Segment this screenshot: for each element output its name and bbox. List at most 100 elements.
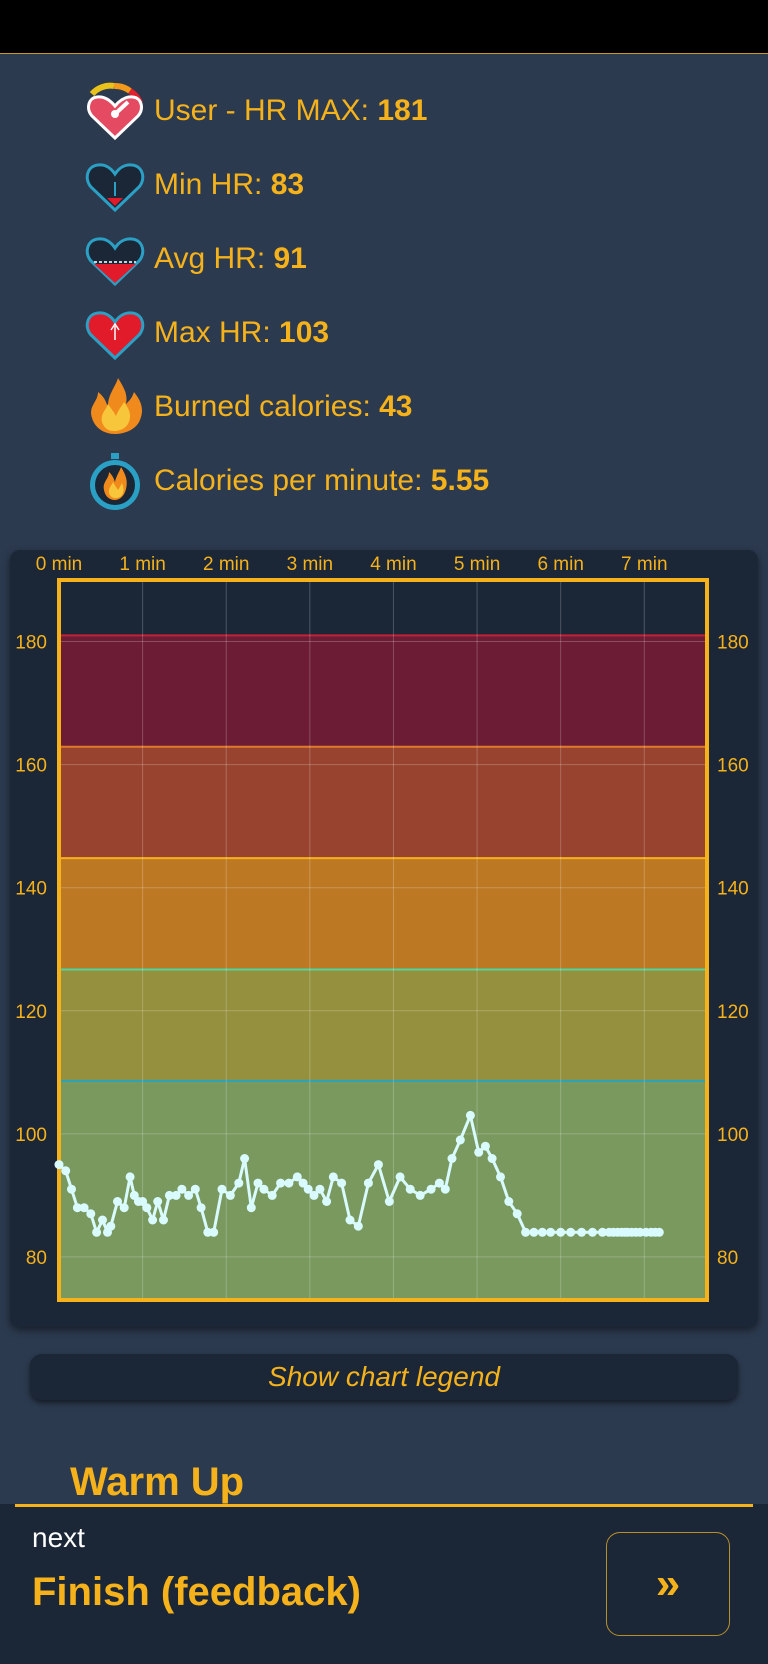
hr-data-point bbox=[98, 1215, 107, 1225]
x-tick-label: 1 min bbox=[119, 554, 165, 575]
hr-data-point bbox=[521, 1227, 531, 1237]
hr-data-point bbox=[142, 1203, 152, 1213]
y-tick-label-left: 160 bbox=[15, 756, 47, 777]
footer-divider bbox=[15, 1504, 753, 1507]
x-tick-label: 6 min bbox=[537, 554, 583, 575]
next-step-title: Finish (feedback) bbox=[32, 1570, 361, 1614]
hr-data-point bbox=[440, 1184, 450, 1194]
hr-data-point bbox=[546, 1227, 556, 1237]
x-tick-label: 5 min bbox=[454, 554, 500, 575]
hr-data-point bbox=[504, 1197, 514, 1206]
hr-data-point bbox=[512, 1209, 522, 1219]
x-tick-label: 0 min bbox=[36, 554, 82, 575]
y-tick-label-left: 180 bbox=[15, 633, 47, 654]
hr-data-point bbox=[337, 1178, 347, 1188]
hr-data-point bbox=[529, 1227, 539, 1237]
hr-data-point bbox=[79, 1203, 89, 1213]
next-step-button[interactable]: » bbox=[606, 1532, 730, 1636]
hr-data-point bbox=[487, 1154, 497, 1163]
stat-avg-hr: Avg HR: 91 bbox=[84, 226, 724, 292]
hr-data-point bbox=[395, 1172, 405, 1182]
show-chart-legend-button[interactable]: Show chart legend bbox=[30, 1354, 738, 1400]
heart-avg-icon bbox=[85, 237, 145, 287]
hr-data-point bbox=[405, 1184, 415, 1194]
stat-calories-per-minute: Calories per minute: 5.55 bbox=[84, 448, 724, 514]
y-tick-label-right: 100 bbox=[717, 1125, 749, 1146]
hr-data-point bbox=[315, 1184, 325, 1194]
hr-zone-1 bbox=[59, 1080, 707, 1300]
hr-data-point bbox=[284, 1178, 294, 1188]
hr-data-point bbox=[426, 1184, 436, 1194]
next-label: next bbox=[32, 1522, 85, 1553]
hr-data-point bbox=[588, 1227, 597, 1237]
x-tick-label: 3 min bbox=[287, 554, 333, 575]
hr-data-point bbox=[566, 1227, 576, 1237]
hr-data-point bbox=[455, 1135, 465, 1145]
hr-data-point bbox=[184, 1190, 194, 1200]
stat-burned-calories-text: Burned calories: 43 bbox=[154, 390, 413, 423]
y-tick-label-right: 180 bbox=[717, 633, 749, 654]
hr-data-point bbox=[292, 1172, 302, 1182]
current-section-title: Warm Up bbox=[70, 1460, 245, 1504]
heart-rate-chart: 0 min 1 min 2 min 3 min 4 min 5 min 6 min 7 min… bbox=[10, 550, 758, 1327]
hr-data-point bbox=[322, 1197, 332, 1206]
stat-max-hr: Max HR: 103 bbox=[84, 300, 724, 366]
hr-data-point bbox=[240, 1154, 250, 1163]
stat-min-hr-text: Min HR: 83 bbox=[154, 168, 305, 201]
hr-data-point bbox=[61, 1166, 71, 1176]
y-tick-label-left: 140 bbox=[15, 879, 47, 900]
hr-data-point bbox=[153, 1197, 163, 1206]
stat-min-hr: Min HR: 83 bbox=[84, 152, 724, 218]
hr-data-point bbox=[345, 1215, 355, 1225]
heart-gauge-icon bbox=[87, 82, 143, 141]
stat-user-hr-max-text: User - HR MAX: 181 bbox=[154, 94, 428, 127]
hr-data-point bbox=[537, 1227, 547, 1237]
hr-data-point bbox=[217, 1184, 227, 1194]
hr-zone-2 bbox=[59, 969, 707, 1081]
hr-data-point bbox=[328, 1172, 338, 1182]
hr-data-point bbox=[434, 1178, 444, 1188]
y-tick-label-right: 140 bbox=[717, 879, 749, 900]
y-tick-label-left: 80 bbox=[26, 1248, 47, 1269]
hr-data-point bbox=[654, 1227, 664, 1237]
hr-data-point bbox=[159, 1215, 168, 1225]
hr-data-point bbox=[92, 1227, 102, 1237]
hr-data-point bbox=[384, 1197, 394, 1206]
hr-data-point bbox=[72, 1203, 82, 1213]
heart-max-icon bbox=[85, 311, 145, 361]
hr-data-point bbox=[113, 1197, 122, 1206]
hr-data-point bbox=[598, 1227, 607, 1237]
hr-data-point bbox=[196, 1203, 206, 1213]
hr-data-point bbox=[276, 1178, 286, 1188]
hr-data-point bbox=[86, 1209, 96, 1219]
hr-data-point bbox=[171, 1190, 181, 1200]
hr-data-point bbox=[415, 1190, 425, 1200]
hr-data-point bbox=[465, 1110, 475, 1120]
hr-data-point bbox=[246, 1203, 256, 1213]
x-tick-label: 4 min bbox=[370, 554, 416, 575]
y-tick-label-left: 120 bbox=[15, 1002, 47, 1023]
hr-data-point bbox=[259, 1184, 269, 1194]
hr-data-point bbox=[106, 1221, 116, 1231]
stat-burned-calories: Burned calories: 43 bbox=[84, 374, 724, 440]
hr-data-point bbox=[164, 1190, 174, 1200]
hr-data-point bbox=[373, 1160, 383, 1170]
hr-data-point bbox=[556, 1227, 566, 1237]
hr-data-point bbox=[54, 1160, 64, 1170]
x-tick-label: 7 min bbox=[621, 554, 667, 575]
plot-frame bbox=[57, 578, 709, 1302]
stopwatch-flame-icon bbox=[90, 453, 140, 510]
stat-avg-hr-text: Avg HR: 91 bbox=[154, 242, 307, 275]
hr-data-point bbox=[363, 1178, 373, 1188]
hr-data-point bbox=[298, 1178, 308, 1188]
x-tick-label: 2 min bbox=[203, 554, 249, 575]
hr-data-point bbox=[225, 1190, 235, 1200]
y-tick-label-right: 80 bbox=[717, 1248, 738, 1269]
heart-rate-chart-svg: 0 min 1 min 2 min 3 min 4 min 5 min 6 min 7 min… bbox=[15, 554, 749, 1302]
hr-data-point bbox=[496, 1172, 505, 1182]
flame-icon bbox=[91, 378, 142, 434]
hr-data-point bbox=[267, 1190, 277, 1200]
hr-data-point bbox=[447, 1154, 457, 1163]
y-tick-label-right: 120 bbox=[717, 1002, 749, 1023]
hr-zone-4 bbox=[59, 746, 707, 859]
